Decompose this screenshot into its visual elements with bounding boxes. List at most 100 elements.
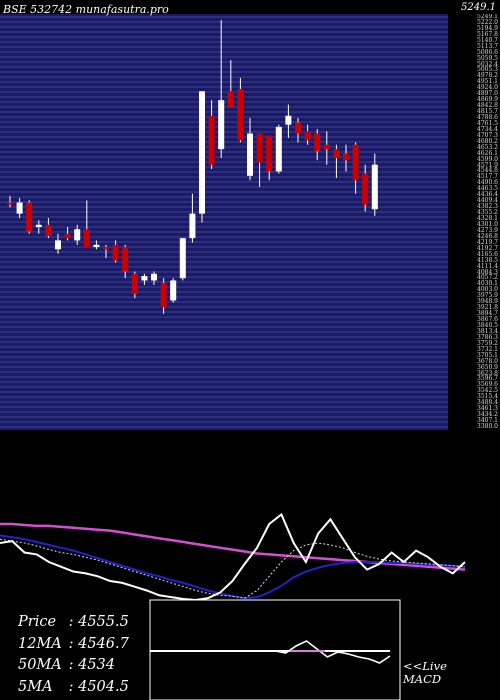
candle-body-down xyxy=(64,233,71,239)
candle xyxy=(362,164,369,212)
price-tick-label: 4924.0 xyxy=(477,84,498,92)
price-tick-label: 5005.3 xyxy=(477,66,498,74)
candle-body-down xyxy=(122,247,129,272)
macd-lines xyxy=(150,640,391,664)
price-tick-label: 5194.9 xyxy=(477,24,498,32)
candle-body-up xyxy=(170,280,177,301)
price-tick-label: 4897.0 xyxy=(477,90,498,98)
candle-body-up xyxy=(141,275,148,281)
candle xyxy=(93,240,100,250)
candle-body-down xyxy=(83,229,90,248)
price-top-label: 5249.1 xyxy=(461,2,496,13)
candle-body-down xyxy=(323,144,330,150)
price-tick-label: 4030.1 xyxy=(477,280,498,288)
price-tick-label: 4978.2 xyxy=(477,72,498,80)
candle xyxy=(131,271,138,299)
candle-body-down xyxy=(131,273,138,294)
price-tick-label: 3867.6 xyxy=(477,316,498,324)
price-tick-label: 3380.0 xyxy=(477,423,498,430)
candle xyxy=(179,238,186,281)
candle xyxy=(16,198,23,219)
candle xyxy=(304,124,311,145)
candle xyxy=(7,195,13,208)
price-tick-label: 3596.7 xyxy=(477,375,498,383)
price-tick-label: 4951.1 xyxy=(477,78,498,86)
price-tick-label: 4544.8 xyxy=(477,167,498,175)
candle-body-down xyxy=(227,91,234,107)
candle xyxy=(151,271,157,285)
price-tick-label: 5086.6 xyxy=(477,48,498,56)
price-tick-label: 3569.6 xyxy=(477,381,498,389)
candle xyxy=(74,224,81,245)
price-tick-label: 5059.5 xyxy=(477,54,498,62)
price-tick-label: 4788.6 xyxy=(477,114,498,121)
macd-label: <<Live MACD xyxy=(403,659,447,686)
candle xyxy=(35,220,42,234)
candle-body-down xyxy=(7,202,13,205)
candle xyxy=(218,20,225,159)
price-tick-label: 3461.3 xyxy=(477,405,498,413)
candle xyxy=(247,117,253,181)
price-tick-label: 4409.4 xyxy=(477,197,498,205)
price-tick-label: 4626.1 xyxy=(477,149,498,157)
candle xyxy=(295,117,301,143)
price-tick-label: 4219.7 xyxy=(477,238,498,246)
price-tick-label: 4815.7 xyxy=(477,108,498,116)
candle-body-down xyxy=(362,173,369,205)
candle-body-up xyxy=(16,202,23,214)
candle-body-down xyxy=(160,282,167,308)
candle-body-up xyxy=(247,133,253,176)
price-axis-labels: 5249.1 5222.0 5194.9 5167.8 5140.7 5113.7 5086… xyxy=(446,14,498,430)
candle-body-down xyxy=(45,224,52,236)
candle xyxy=(141,273,148,285)
price-tick-label: 4003.0 xyxy=(477,286,498,294)
price-tick-label: 4680.2 xyxy=(477,137,498,145)
candle xyxy=(160,278,167,314)
price-tick-label: 3407.1 xyxy=(477,417,498,425)
price-tick-label: 4436.4 xyxy=(477,191,498,199)
candle-body-up xyxy=(189,213,196,239)
candle-body-up xyxy=(275,126,282,172)
price-tick-label: 4869.9 xyxy=(477,96,498,104)
candle-body-up xyxy=(151,273,157,281)
price-tick-label: 5113.7 xyxy=(477,42,498,50)
candle-body-down xyxy=(352,144,359,181)
price-tick-label: 4842.8 xyxy=(477,102,498,110)
candle xyxy=(55,233,61,254)
price-tick-label: 4490.6 xyxy=(477,179,498,187)
price-tick-label: 4653.2 xyxy=(477,143,498,151)
price-tick-label: 5140.7 xyxy=(477,36,498,44)
candle xyxy=(285,104,292,138)
candle-body-down xyxy=(112,244,119,261)
candle xyxy=(64,227,71,241)
candle-body-down xyxy=(333,149,340,159)
price-tick-label: 4138.5 xyxy=(477,256,498,264)
price-tick-label: 3786.3 xyxy=(477,333,498,341)
price-line xyxy=(0,512,466,602)
candlestick-series xyxy=(7,20,378,314)
price-tick-label: 4571.9 xyxy=(477,161,498,169)
candle-body-up xyxy=(285,115,292,125)
price-tick-label: 4111.4 xyxy=(477,262,498,270)
candle xyxy=(83,200,90,248)
price-tick-label: 4707.3 xyxy=(477,131,498,139)
candle xyxy=(227,60,234,107)
candle-body-down xyxy=(256,133,263,163)
candle xyxy=(343,144,349,172)
candle xyxy=(266,135,273,181)
price-tick-label: 3840.5 xyxy=(477,321,498,329)
price-tick-label: 4057.2 xyxy=(477,274,498,282)
price-tick-label: 4246.8 xyxy=(477,232,498,240)
price-tick-label: 3759.2 xyxy=(477,339,498,347)
indicator-lines xyxy=(0,512,466,602)
ma-dotted-line xyxy=(0,538,466,599)
price-tick-label: 3921.8 xyxy=(477,304,498,312)
price-tick-label: 4165.6 xyxy=(477,250,498,258)
price-tick-label: 4084.3 xyxy=(477,268,498,276)
candle xyxy=(199,91,205,223)
candle-body-up xyxy=(179,238,186,279)
candle-body-down xyxy=(208,115,215,165)
candle xyxy=(323,131,330,165)
candle xyxy=(275,124,282,174)
candle xyxy=(237,77,244,143)
